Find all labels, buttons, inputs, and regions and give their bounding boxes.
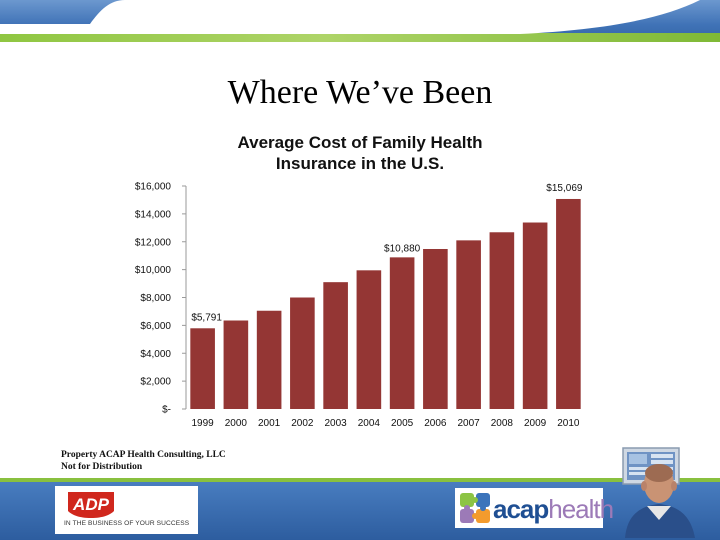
y-tick-label: $14,000 [135,209,172,220]
y-tick-label: $- [162,405,171,416]
x-tick-label: 2000 [225,418,248,429]
person-at-computer-image [622,447,695,538]
y-tick-label: $8,000 [140,293,171,304]
svg-text:ADP: ADP [72,495,110,514]
x-tick-label: 1999 [192,418,215,429]
x-tick-label: 2008 [491,418,514,429]
y-tick-label: $4,000 [140,349,171,360]
acap-word: acap [493,494,549,524]
x-tick-label: 2001 [258,418,281,429]
x-tick-label: 2010 [557,418,580,429]
acap-health-wordmark: acaphealth [493,494,614,525]
footer-green-stripe [0,478,720,482]
hr-com-logo: HR .com [113,4,175,31]
bar-2002 [290,297,315,409]
chart-title-line-2: Insurance in the U.S. [276,154,444,173]
bars [190,198,581,409]
x-tick-label: 2002 [291,418,314,429]
x-tick-label: 2009 [524,418,547,429]
footer-note: Property ACAP Health Consulting, LLC Not… [61,449,226,473]
header-white-wedge [0,0,720,34]
y-axis: $- $2,000 $4,000 $6,000 $8,000 $10,000 $12,000… [135,182,187,416]
bar-2006 [423,248,448,409]
hr-logo-com: .com [146,13,175,28]
x-tick-label: 2006 [424,418,447,429]
bar-2007 [456,240,481,409]
acap-puzzle-icon [460,493,490,523]
acap-health-logo-box: acaphealth [455,488,614,528]
bar-2005 [389,257,415,409]
y-tick-label: $10,000 [135,265,172,276]
bar-2008 [489,232,515,409]
header-green-stripe [0,33,720,42]
footer-property-line: Property ACAP Health Consulting, LLC [61,450,226,460]
bar-2000 [223,320,249,409]
x-tick-label: 2004 [358,418,381,429]
x-axis: 1999 2000 2001 2002 2003 2004 2005 2006 2007 2008… [192,418,580,429]
data-labels: $5,791 $10,880 $15,069 [191,183,583,323]
chart-title-line-1: Average Cost of Family Health [238,133,483,152]
bar-chart: Average Cost of Family Health Insurance … [135,133,583,429]
health-word: health [548,494,614,524]
bar-2009 [522,222,548,409]
bar-2003 [323,282,348,409]
adp-tagline: IN THE BUSINESS OF YOUR SUCCESS [64,520,190,527]
adp-logo-box: ADP IN THE BUSINESS OF YOUR SUCCESS [55,486,198,534]
bar-2004 [356,270,382,409]
bar-1999 [190,328,215,409]
x-tick-label: 2007 [458,418,481,429]
bar-2001 [256,310,282,409]
data-label: $10,880 [384,243,421,254]
bar-2010 [556,198,581,409]
y-tick-label: $12,000 [135,237,172,248]
x-tick-label: 2003 [325,418,348,429]
adp-logo-icon: ADP [68,492,114,518]
footer-distribution-line: Not for Distribution [61,462,143,472]
slide-title: Where We’ve Been [227,74,493,111]
data-label: $5,791 [191,312,222,323]
y-tick-label: $2,000 [140,377,171,388]
y-tick-label: $16,000 [135,182,172,193]
header-band [0,0,720,42]
y-tick-label: $6,000 [140,321,171,332]
hr-logo-text: HR [113,4,147,31]
data-label: $15,069 [546,183,583,194]
x-tick-label: 2005 [391,418,414,429]
